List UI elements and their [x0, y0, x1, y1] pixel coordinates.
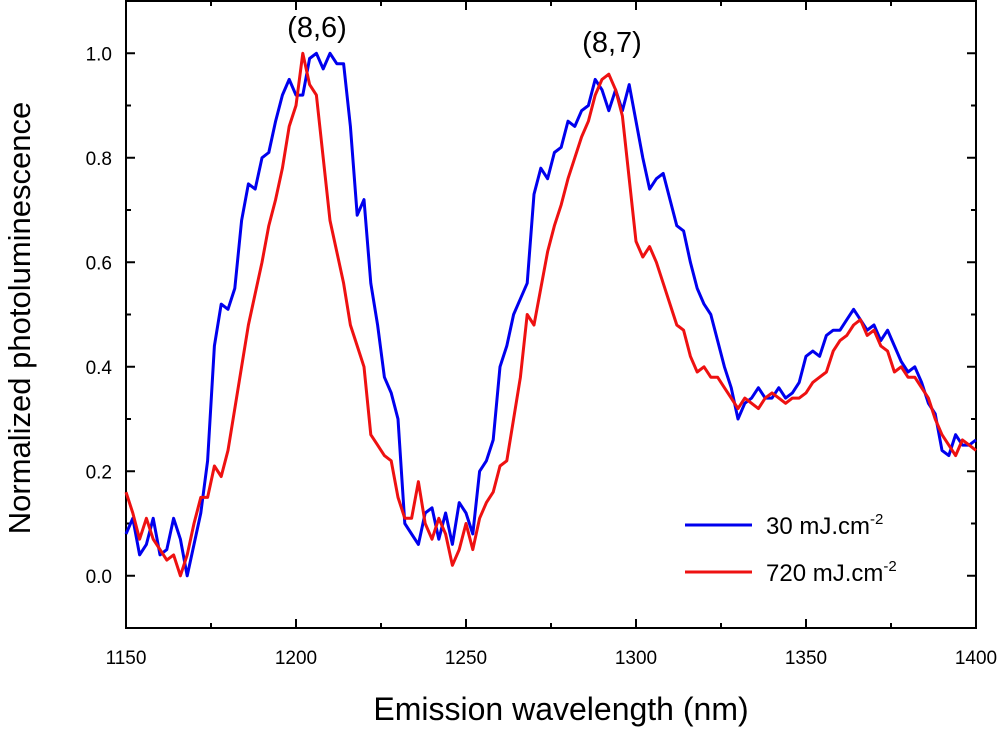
y-tick-label: 0.8 [86, 149, 112, 170]
legend-label-720: 720 mJ.cm-2 [766, 558, 897, 587]
x-tick-label: 1250 [445, 648, 487, 669]
y-tick-label: 0.0 [86, 567, 112, 588]
legend-label-30-name: 30 mJ.cm [766, 513, 870, 540]
x-axis-title: Emission wavelength (nm) [373, 691, 748, 727]
legend-label-720-sup: -2 [883, 558, 896, 575]
y-tick-label: 0.6 [86, 253, 112, 274]
y-tick-label: 1.0 [86, 44, 112, 65]
legend: 30 mJ.cm-2 720 mJ.cm-2 [685, 511, 897, 587]
legend-label-30: 30 mJ.cm-2 [766, 511, 883, 540]
series-layer [124, 51, 977, 578]
series-line-720mj [124, 51, 977, 578]
x-tick-label: 1200 [275, 648, 317, 669]
y-axis-title: Normalized photoluminescence [2, 102, 37, 535]
legend-label-30-sup: -2 [870, 511, 883, 528]
annotation-8-6: (8,6) [287, 12, 347, 44]
x-tick-label: 1350 [785, 648, 827, 669]
annotation-8-7: (8,7) [582, 27, 642, 59]
x-tick-label: 1400 [955, 648, 997, 669]
y-tick-label: 0.4 [86, 358, 113, 379]
y-tick-label: 0.2 [86, 462, 112, 483]
legend-label-720-name: 720 mJ.cm [766, 560, 883, 587]
x-tick-label: 1150 [106, 648, 147, 669]
axis-ticks [125, 1, 977, 628]
series-line-30mj [124, 51, 977, 578]
tick-labels: 1150 1200 1250 1300 1350 1400 0.0 0.2 0.4 0.6 0.8 1… [86, 44, 998, 669]
x-tick-label: 1300 [615, 648, 657, 669]
